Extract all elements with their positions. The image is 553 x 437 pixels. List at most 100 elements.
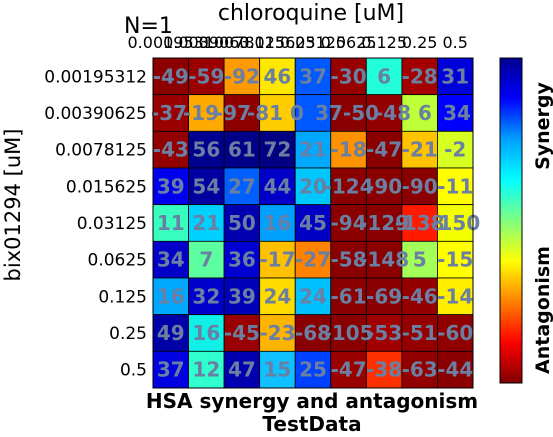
heatmap-cell [330, 277, 367, 316]
heatmap-cell [437, 167, 474, 206]
heatmap-cell [188, 277, 225, 316]
cell-value-label: 45 [299, 211, 327, 235]
cell-value-label: 31 [441, 64, 469, 88]
cell-value-label: -47 [366, 138, 402, 162]
y-tick-label: 0.00195312 [44, 67, 147, 87]
heatmap-cell [365, 167, 403, 206]
x-tick-label: 0.0078125 [199, 33, 286, 52]
cell-value-label: -44 [437, 358, 473, 382]
cell-value-label: -94 [330, 211, 366, 235]
heatmap-cell [330, 167, 367, 206]
heatmap-cell [437, 57, 474, 96]
y-tick-label: 0.015625 [66, 177, 147, 197]
heatmap-cell [330, 130, 367, 169]
cell-value-label: 6 [418, 101, 432, 125]
heatmap-cell [259, 277, 296, 316]
heatmap-cell [365, 130, 403, 169]
heatmap-cell [437, 94, 474, 132]
y-tick-label: 0.03125 [77, 214, 147, 234]
heatmap-cell [259, 240, 296, 279]
cell-value-label: -53 [366, 321, 402, 345]
cell-value-label: -61 [330, 284, 366, 308]
x-tick-label: 0.5 [442, 33, 467, 52]
heatmap-cell [437, 240, 474, 279]
cell-value-label: -60 [437, 321, 473, 345]
cell-value-label: -23 [259, 321, 295, 345]
plot-frame [152, 57, 474, 389]
cell-value-label: -21 [402, 138, 438, 162]
sample-count-label: N=1 [124, 14, 173, 39]
cell-value-label: -69 [366, 284, 402, 308]
heatmap-cell [365, 314, 403, 352]
colorbar-antagonism-label: Antagonism [532, 246, 553, 374]
heatmap-cell [330, 314, 367, 352]
heatmap-cell [152, 240, 189, 279]
cell-value-label: 15 [264, 358, 292, 382]
cell-value-label: -51 [402, 321, 438, 345]
heatmap-cell [152, 167, 189, 206]
heatmap-cell [259, 94, 296, 132]
cell-value-label: -43 [153, 138, 189, 162]
cell-value-label: -18 [330, 138, 366, 162]
y-tick-label: 0.125 [98, 287, 147, 307]
cell-value-label: 39 [157, 174, 185, 198]
colorbar-synergy-label: Synergy [532, 81, 553, 169]
heatmap-cell [365, 94, 403, 132]
cell-value-label: 11 [157, 211, 185, 235]
cell-value-label: -105 [324, 321, 374, 345]
x-tick-label: 0.0019531 [128, 33, 215, 52]
cell-value-label: -38 [366, 358, 402, 382]
cell-value-label: 27 [228, 174, 256, 198]
heatmap-cell [401, 350, 438, 389]
heatmap-cell [188, 130, 225, 169]
cell-value-label: -138 [395, 211, 445, 235]
heatmap-cell [152, 130, 189, 169]
cell-value-label: 56 [192, 138, 220, 162]
cell-value-label: -124 [324, 174, 374, 198]
cell-value-label: 46 [264, 64, 292, 88]
cell-value-label: -50 [343, 101, 379, 125]
y-tick-label: 0.5 [120, 361, 147, 381]
cell-value-label: 20 [299, 174, 327, 198]
y-axis-title: bix01294 [uM] [1, 129, 25, 282]
cell-value-label: -63 [402, 358, 438, 382]
cell-value-label: -47 [330, 358, 366, 382]
cell-value-label: 32 [192, 284, 220, 308]
cell-value-label: -48 [375, 101, 411, 125]
cell-value-label: 21 [192, 211, 220, 235]
heatmap-cell [188, 314, 225, 352]
cell-value-label: -49 [153, 64, 189, 88]
x-tick-label: 0.015625 [239, 33, 315, 52]
cell-value-label: -90 [402, 174, 438, 198]
cell-value-label: -15 [437, 248, 473, 272]
cell-value-label: 12 [192, 358, 220, 382]
cell-value-label: 16 [157, 284, 185, 308]
cell-value-label: 37 [315, 101, 343, 125]
heatmap-cell [330, 94, 367, 132]
cell-value-label: 5 [413, 248, 427, 272]
cell-value-label: -97 [215, 101, 251, 125]
cell-value-label: -27 [295, 248, 331, 272]
cell-value-label: -17 [259, 248, 295, 272]
cell-value-label: -68 [295, 321, 331, 345]
cell-value-label: -92 [224, 64, 260, 88]
heatmap-cell [223, 204, 261, 242]
heatmap-cell [365, 57, 403, 96]
heatmap-cell [188, 240, 225, 279]
heatmap-cell [294, 57, 332, 96]
chart-subtitle: TestData [262, 412, 361, 436]
heatmap-cell [188, 350, 225, 389]
heatmap-cell [401, 314, 438, 352]
cell-value-label: 24 [299, 284, 327, 308]
cell-value-label: 61 [228, 138, 256, 162]
cell-value-label: -14 [437, 284, 473, 308]
cell-value-label: -148 [359, 248, 409, 272]
cell-value-label: -28 [402, 64, 438, 88]
cell-value-label: -11 [437, 174, 473, 198]
heatmap-cell [401, 94, 438, 132]
cell-value-label: 50 [228, 211, 256, 235]
y-tick-labels: 0.00195312 0.00390625 0.0078125 0.015625 0.0… [44, 67, 147, 380]
heatmap-cell [259, 204, 296, 242]
cell-value-label: 24 [264, 284, 292, 308]
